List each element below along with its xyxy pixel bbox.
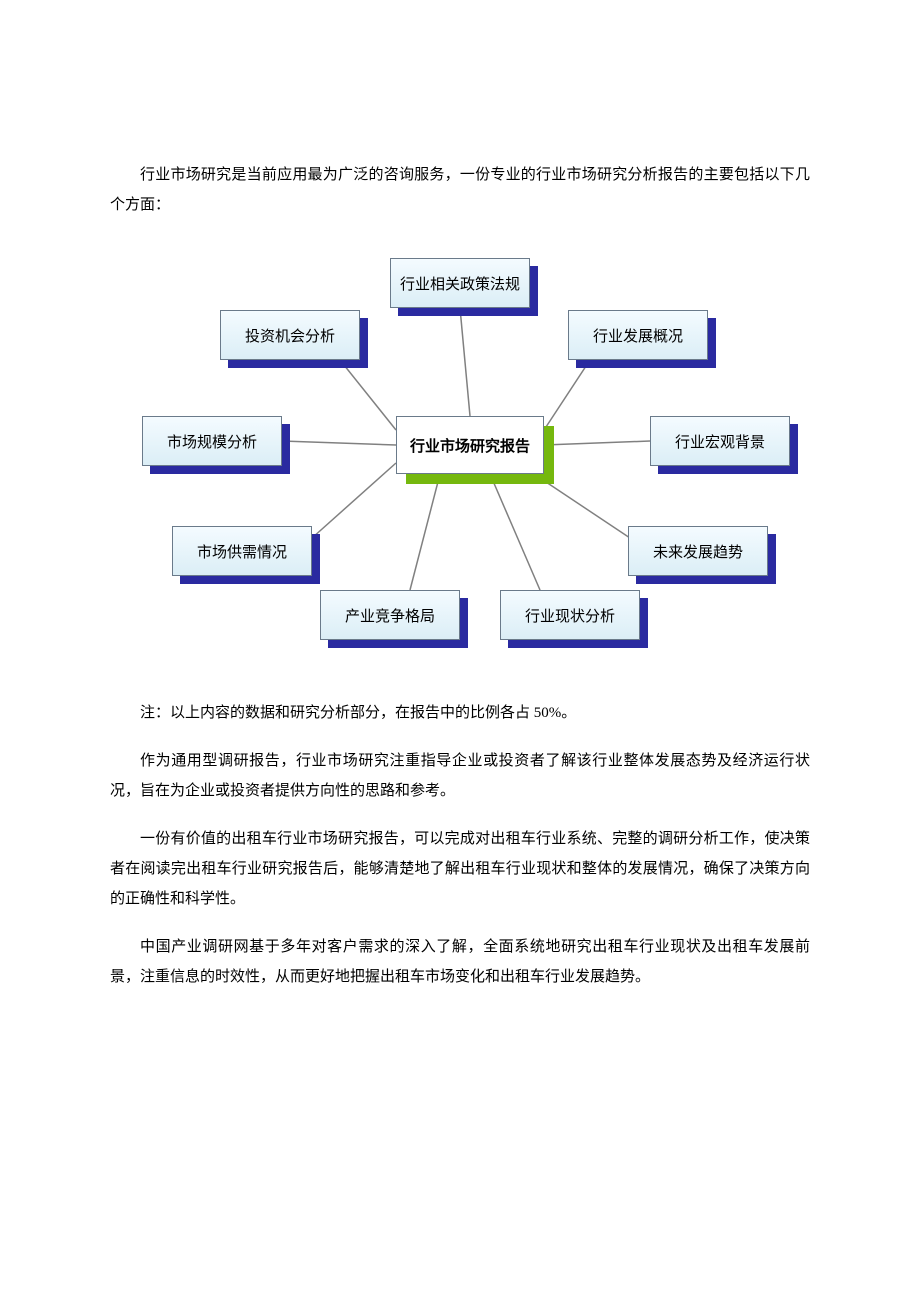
diagram-node: 行业发展概况 <box>568 310 708 360</box>
diagram-edge <box>312 463 396 538</box>
diagram-node: 行业相关政策法规 <box>390 258 530 308</box>
diagram-edge <box>544 360 590 430</box>
diagram-edge <box>410 474 440 590</box>
intro-paragraph: 行业市场研究是当前应用最为广泛的咨询服务，一份专业的行业市场研究分析报告的主要包… <box>110 160 810 220</box>
body-paragraph-4: 中国产业调研网基于多年对客户需求的深入了解，全面系统地研究出租车行业现状及出租车… <box>110 932 810 992</box>
diagram-edge <box>544 441 650 445</box>
body-paragraph-2: 作为通用型调研报告，行业市场研究注重指导企业或投资者了解该行业整体发展态势及经济… <box>110 746 810 806</box>
note-paragraph: 注：以上内容的数据和研究分析部分，在报告中的比例各占 50%。 <box>110 698 810 728</box>
concept-diagram: 行业相关政策法规行业发展概况行业宏观背景未来发展趋势行业现状分析产业竞争格局市场… <box>110 238 810 668</box>
diagram-node: 市场规模分析 <box>142 416 282 466</box>
diagram-edge <box>340 360 396 430</box>
diagram-edge <box>490 474 540 590</box>
diagram-node: 市场供需情况 <box>172 526 312 576</box>
diagram-node: 投资机会分析 <box>220 310 360 360</box>
diagram-node: 产业竞争格局 <box>320 590 460 640</box>
body-paragraph-3: 一份有价值的出租车行业市场研究报告，可以完成对出租车行业系统、完整的调研分析工作… <box>110 824 810 914</box>
diagram-edge <box>460 308 470 416</box>
diagram-node: 行业现状分析 <box>500 590 640 640</box>
document-page: 行业市场研究是当前应用最为广泛的咨询服务，一份专业的行业市场研究分析报告的主要包… <box>0 0 920 1110</box>
diagram-node: 行业宏观背景 <box>650 416 790 466</box>
diagram-edge <box>282 441 396 445</box>
diagram-node: 未来发展趋势 <box>628 526 768 576</box>
diagram-center-node: 行业市场研究报告 <box>396 416 544 474</box>
